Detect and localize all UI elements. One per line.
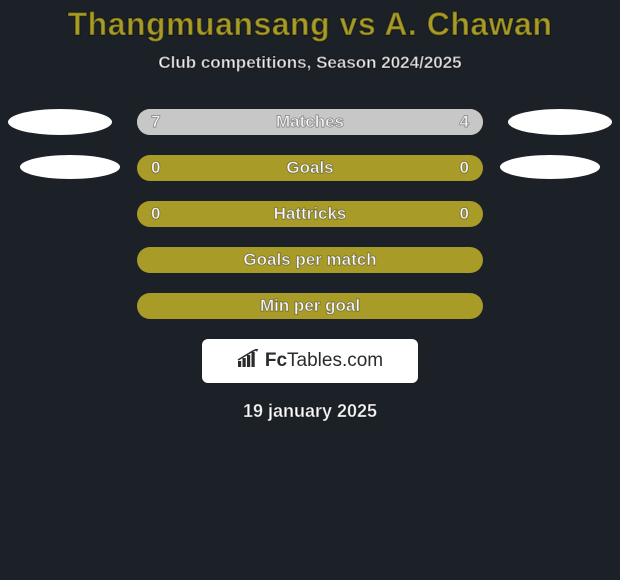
stat-row: 7 Matches 4 bbox=[137, 109, 483, 135]
page: Thangmuansang vs A. Chawan Club competit… bbox=[0, 0, 620, 580]
page-title: Thangmuansang vs A. Chawan bbox=[0, 6, 620, 43]
logo-text: FcTables.com bbox=[265, 350, 383, 372]
logo-prefix: Fc bbox=[265, 350, 287, 371]
decor-ellipse bbox=[500, 155, 600, 179]
logo-box: FcTables.com bbox=[202, 339, 418, 383]
stat-label: Goals bbox=[137, 155, 483, 181]
stat-label: Hattricks bbox=[137, 201, 483, 227]
logo-suffix: .com bbox=[342, 350, 383, 371]
decor-ellipse bbox=[20, 155, 120, 179]
stat-value-right: 4 bbox=[460, 109, 469, 135]
stat-value-right: 0 bbox=[460, 155, 469, 181]
stat-label: Goals per match bbox=[137, 247, 483, 273]
stats-area: 7 Matches 4 0 Goals 0 0 Hattricks 0 Goal… bbox=[0, 109, 620, 422]
chart-icon bbox=[237, 349, 261, 374]
date-label: 19 january 2025 bbox=[0, 401, 620, 422]
stat-label: Matches bbox=[137, 109, 483, 135]
stat-label: Min per goal bbox=[137, 293, 483, 319]
logo-main: Tables bbox=[287, 350, 342, 371]
decor-ellipse bbox=[8, 109, 112, 135]
stat-value-right: 0 bbox=[460, 201, 469, 227]
stat-row: 0 Hattricks 0 bbox=[137, 201, 483, 227]
stat-row: Goals per match bbox=[137, 247, 483, 273]
stat-row: 0 Goals 0 bbox=[137, 155, 483, 181]
stat-row: Min per goal bbox=[137, 293, 483, 319]
page-subtitle: Club competitions, Season 2024/2025 bbox=[0, 53, 620, 73]
decor-ellipse bbox=[508, 109, 612, 135]
